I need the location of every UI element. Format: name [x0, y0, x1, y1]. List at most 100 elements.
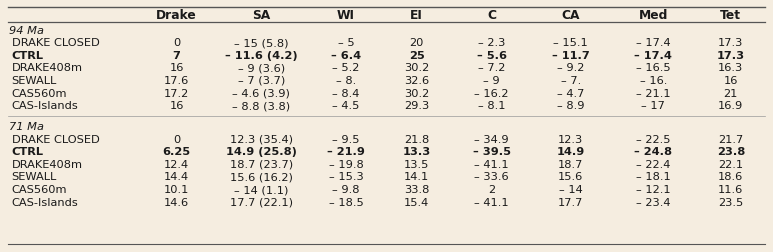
Text: EI: EI [410, 9, 423, 22]
Text: 20: 20 [410, 38, 424, 48]
Text: 17.7 (22.1): 17.7 (22.1) [230, 197, 293, 207]
Text: – 5: – 5 [338, 38, 354, 48]
Text: – 16.2: – 16.2 [475, 88, 509, 98]
Text: – 16.5: – 16.5 [636, 63, 671, 73]
Text: – 14 (1.1): – 14 (1.1) [234, 184, 288, 194]
Text: – 17: – 17 [642, 101, 666, 111]
Text: SA: SA [252, 9, 271, 22]
Text: CA: CA [561, 9, 580, 22]
Text: 17.6: 17.6 [164, 76, 189, 86]
Text: 12.4: 12.4 [164, 159, 189, 169]
Text: – 8.4: – 8.4 [332, 88, 359, 98]
Text: – 15.1: – 15.1 [553, 38, 588, 48]
Text: – 15.3: – 15.3 [329, 172, 363, 182]
Text: 18.6: 18.6 [718, 172, 744, 182]
Text: – 21.1: – 21.1 [636, 88, 671, 98]
Text: 12.3 (35.4): 12.3 (35.4) [230, 134, 293, 144]
Text: 15.6 (16.2): 15.6 (16.2) [230, 172, 293, 182]
Text: 30.2: 30.2 [404, 63, 429, 73]
Text: 21.7: 21.7 [718, 134, 744, 144]
Text: Med: Med [638, 9, 668, 22]
Text: 12.3: 12.3 [558, 134, 584, 144]
Text: 13.5: 13.5 [404, 159, 429, 169]
Text: DRAKE CLOSED: DRAKE CLOSED [12, 38, 100, 48]
Text: Tet: Tet [720, 9, 741, 22]
Text: – 8.9: – 8.9 [557, 101, 584, 111]
Text: SEWALL: SEWALL [12, 76, 57, 86]
Text: – 8.1: – 8.1 [478, 101, 506, 111]
Text: 94 Ma: 94 Ma [9, 25, 44, 36]
Text: – 11.7: – 11.7 [552, 51, 590, 60]
Text: 15.6: 15.6 [558, 172, 584, 182]
Text: – 21.9: – 21.9 [327, 147, 365, 157]
Text: 16.3: 16.3 [718, 63, 744, 73]
Text: Drake: Drake [156, 9, 197, 22]
Text: CAS560m: CAS560m [12, 184, 67, 194]
Text: – 5.6: – 5.6 [476, 51, 506, 60]
Text: – 17.4: – 17.4 [636, 38, 671, 48]
Text: 18.7: 18.7 [558, 159, 584, 169]
Text: 23.5: 23.5 [718, 197, 744, 207]
Text: – 41.1: – 41.1 [474, 197, 509, 207]
Text: 33.8: 33.8 [404, 184, 429, 194]
Text: – 15 (5.8): – 15 (5.8) [234, 38, 288, 48]
Text: 15.4: 15.4 [404, 197, 429, 207]
Text: – 4.6 (3.9): – 4.6 (3.9) [233, 88, 290, 98]
Text: 23.8: 23.8 [717, 147, 745, 157]
Text: – 4.5: – 4.5 [332, 101, 359, 111]
Text: – 33.6: – 33.6 [474, 172, 509, 182]
Text: CAS-Islands: CAS-Islands [12, 101, 78, 111]
Text: – 41.1: – 41.1 [474, 159, 509, 169]
Text: 71 Ma: 71 Ma [9, 122, 44, 132]
Text: 16: 16 [169, 63, 184, 73]
Text: CTRL: CTRL [12, 51, 43, 60]
Text: WI: WI [337, 9, 355, 22]
Text: 14.1: 14.1 [404, 172, 429, 182]
Text: SEWALL: SEWALL [12, 172, 57, 182]
Text: – 22.4: – 22.4 [636, 159, 670, 169]
Text: 17.7: 17.7 [558, 197, 584, 207]
Text: 14.9 (25.8): 14.9 (25.8) [226, 147, 297, 157]
Text: – 39.5: – 39.5 [472, 147, 510, 157]
Text: – 34.9: – 34.9 [474, 134, 509, 144]
Text: – 7.: – 7. [560, 76, 581, 86]
Text: 25: 25 [409, 51, 424, 60]
Text: – 18.1: – 18.1 [636, 172, 671, 182]
Text: – 7 (3.7): – 7 (3.7) [237, 76, 285, 86]
Text: 14.6: 14.6 [164, 197, 189, 207]
Text: 0: 0 [173, 38, 180, 48]
Text: – 19.8: – 19.8 [329, 159, 363, 169]
Text: 16: 16 [724, 76, 738, 86]
Text: – 5.2: – 5.2 [332, 63, 359, 73]
Text: 30.2: 30.2 [404, 88, 429, 98]
Text: – 17.4: – 17.4 [635, 51, 673, 60]
Text: – 9.2: – 9.2 [557, 63, 584, 73]
Text: 32.6: 32.6 [404, 76, 429, 86]
Text: 18.7 (23.7): 18.7 (23.7) [230, 159, 293, 169]
Text: – 12.1: – 12.1 [636, 184, 671, 194]
Text: DRAKE408m: DRAKE408m [12, 159, 83, 169]
Text: CAS560m: CAS560m [12, 88, 67, 98]
Text: – 24.8: – 24.8 [635, 147, 673, 157]
Text: – 2.3: – 2.3 [478, 38, 506, 48]
Text: 17.3: 17.3 [718, 38, 744, 48]
Text: DRAKE408m: DRAKE408m [12, 63, 83, 73]
Text: 17.3: 17.3 [717, 51, 745, 60]
Text: 21.8: 21.8 [404, 134, 429, 144]
Text: – 23.4: – 23.4 [636, 197, 671, 207]
Text: 10.1: 10.1 [164, 184, 189, 194]
Text: – 14: – 14 [559, 184, 583, 194]
Text: – 9.5: – 9.5 [332, 134, 359, 144]
Text: 16: 16 [169, 101, 184, 111]
Text: – 6.4: – 6.4 [331, 51, 361, 60]
Text: – 8.8 (3.8): – 8.8 (3.8) [232, 101, 291, 111]
Text: CTRL: CTRL [12, 147, 43, 157]
Text: – 18.5: – 18.5 [329, 197, 363, 207]
Text: – 8.: – 8. [336, 76, 356, 86]
Text: 16.9: 16.9 [718, 101, 744, 111]
Text: DRAKE CLOSED: DRAKE CLOSED [12, 134, 100, 144]
Text: 22.1: 22.1 [718, 159, 744, 169]
Text: – 9: – 9 [483, 76, 500, 86]
Text: – 16.: – 16. [640, 76, 667, 86]
Text: – 22.5: – 22.5 [636, 134, 671, 144]
